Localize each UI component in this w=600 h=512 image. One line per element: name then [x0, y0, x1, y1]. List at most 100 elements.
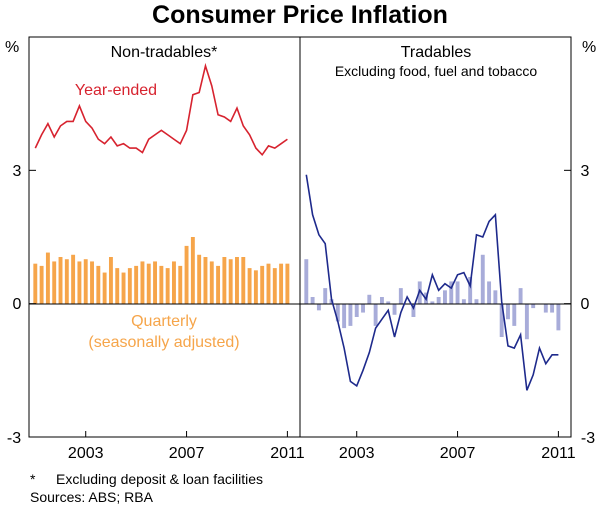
quarterly-bar [379, 297, 384, 304]
footnote-marker: * [30, 471, 36, 487]
quarterly-bar [83, 259, 88, 304]
chart-title: Consumer Price Inflation [152, 1, 448, 29]
quarterly-bar [39, 265, 44, 304]
quarterly-bar [222, 257, 227, 304]
quarterly-bar [493, 290, 498, 304]
quarterly-bar [209, 261, 214, 304]
quarterly-bar [430, 301, 435, 304]
quarterly-bar [178, 265, 183, 304]
quarterly-bar [461, 299, 466, 304]
y-tick-label-right: 0 [581, 296, 590, 313]
quarterly-bar [487, 281, 492, 304]
quarterly-bar [115, 268, 120, 304]
quarterly-bar [518, 288, 523, 304]
quarterly-bar [197, 254, 202, 304]
y-tick-label-left: -3 [7, 430, 21, 447]
quarterly-bar [45, 252, 50, 304]
quarterly-bar [316, 303, 321, 311]
quarterly-bar [140, 261, 145, 304]
quarterly-bar [96, 265, 101, 304]
right-panel-subtitle: Excluding food, fuel and tobacco [335, 63, 538, 79]
quarterly-bar [348, 303, 353, 326]
right-quarterly-bars [304, 254, 561, 340]
quarterly-bar [443, 290, 447, 304]
quarterly-bar [342, 303, 347, 329]
x-tick-label: 2011 [270, 445, 305, 462]
quarterly-bar [216, 265, 221, 304]
footnote: * Excluding deposit & loan facilities [30, 471, 263, 488]
y-tick-label-left: 0 [13, 296, 22, 313]
quarterly-bar [241, 257, 246, 304]
quarterly-bar [102, 272, 107, 304]
quarterly-bar [235, 257, 239, 304]
footnote-text: Excluding deposit & loan facilities [56, 471, 264, 487]
quarterly-bar [499, 303, 504, 337]
quarterly-bar [310, 297, 315, 304]
quarterly-bar [247, 268, 252, 304]
y-unit-left: % [5, 39, 19, 56]
quarterly-bar [367, 294, 372, 304]
quarterly-bar [506, 303, 510, 320]
quarterly-bar [260, 265, 265, 304]
y-tick-label-left: 3 [13, 163, 22, 180]
quarterly-bar [361, 303, 365, 313]
quarterly-bar [228, 259, 233, 304]
y-tick-label-right: 3 [581, 163, 590, 180]
quarterly-bar [474, 299, 479, 304]
quarterly-bar [386, 301, 391, 304]
left-quarterly-bars [33, 237, 290, 304]
x-tick-label: 2003 [339, 445, 375, 462]
quarterly-bar [436, 297, 441, 304]
quarterly-bar [468, 277, 473, 304]
right-panel-title: Tradables [401, 44, 472, 61]
quarterly-bar [108, 257, 113, 304]
quarterly-bar [190, 237, 195, 304]
quarterly-bar [531, 303, 536, 309]
quarterly-bar [455, 281, 460, 304]
quarterly-bar [392, 303, 397, 315]
quarterly-bar [121, 272, 126, 304]
quarterly-bar [556, 303, 561, 331]
quarterly-bar [127, 268, 132, 304]
quarterly-bar [398, 288, 403, 304]
quarterly-bar [335, 303, 340, 322]
quarterly-label: Quarterly [131, 313, 197, 330]
quarterly-bar [373, 303, 378, 326]
quarterly-bar [64, 259, 69, 304]
quarterly-bar [71, 254, 76, 304]
quarterly-bar [134, 265, 139, 304]
quarterly-bar [153, 261, 157, 304]
quarterly-bar [165, 268, 170, 304]
quarterly-bar [480, 254, 485, 304]
sources-note: Sources: ABS; RBA [30, 489, 153, 505]
quarterly-bar [172, 261, 176, 304]
quarterly-bar [272, 268, 277, 304]
year-ended-label: Year-ended [75, 82, 157, 99]
quarterly-bar [279, 263, 284, 304]
quarterly-bar [52, 261, 57, 304]
quarterly-bar [512, 303, 517, 326]
y-unit-right: % [582, 39, 596, 56]
quarterly-bar [146, 263, 151, 304]
quarterly-bar [543, 303, 548, 313]
left-year-ended-line [34, 62, 288, 157]
quarterly-bar [354, 303, 359, 317]
quarterly-bar [58, 257, 63, 304]
x-tick-label: 2003 [68, 445, 104, 462]
y-tick-label-right: -3 [581, 430, 595, 447]
quarterly-bar [449, 281, 454, 304]
right-year-ended-line [305, 174, 559, 391]
x-tick-label: 2007 [169, 445, 205, 462]
quarterly-bar [159, 265, 164, 304]
quarterly-bar [550, 303, 555, 313]
quarterly-bar [411, 303, 416, 317]
quarterly-bar [266, 263, 271, 304]
quarterly-bar [33, 263, 38, 304]
quarterly-bar [77, 261, 82, 304]
x-tick-label: 2007 [440, 445, 476, 462]
x-tick-label: 2011 [541, 445, 576, 462]
quarterly-bar [184, 245, 189, 304]
quarterly-bar [203, 257, 208, 304]
quarterly-bar [304, 259, 309, 304]
